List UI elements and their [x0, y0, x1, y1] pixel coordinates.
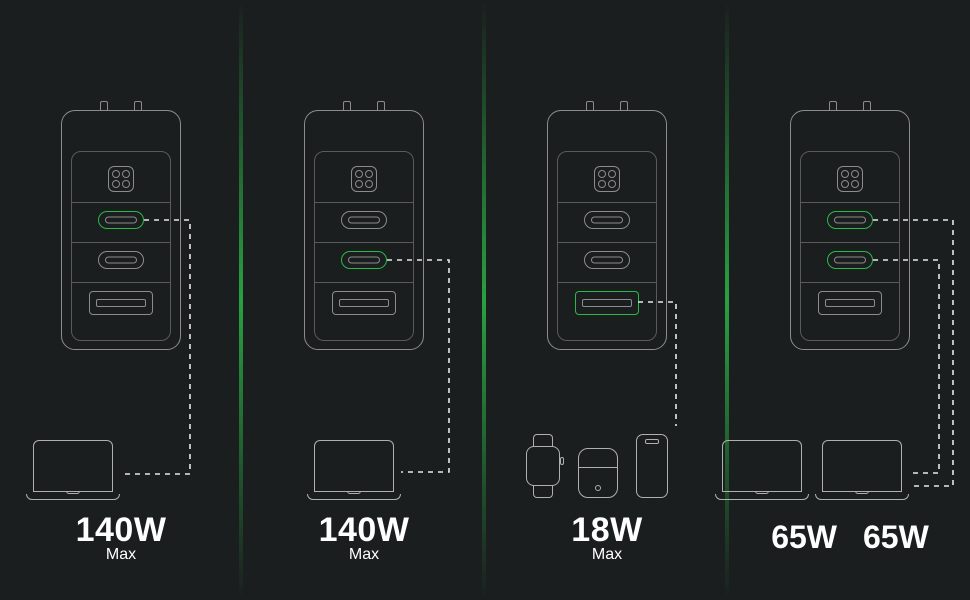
usba-port	[818, 291, 882, 315]
prong-icon	[586, 101, 594, 111]
logo-badge-icon	[594, 166, 620, 192]
charger-outline	[304, 110, 424, 350]
usbc-port-1	[341, 211, 387, 229]
logo-badge-icon	[837, 166, 863, 192]
usbc-port-1	[827, 211, 873, 229]
watt-value: 65W	[863, 519, 929, 556]
prong-icon	[134, 101, 142, 111]
panel-1: 140W Max	[0, 0, 242, 600]
panel-2: 140W Max	[243, 0, 485, 600]
usbc-port-2	[827, 251, 873, 269]
wattage-label: 140W Max	[76, 511, 167, 564]
airpods-icon	[578, 448, 618, 498]
prong-icon	[343, 101, 351, 111]
charger-outline	[61, 110, 181, 350]
usbc-port-2	[98, 251, 144, 269]
usbc-port-2	[341, 251, 387, 269]
logo-badge-icon	[108, 166, 134, 192]
wattage-label: 65W 65W	[771, 519, 929, 556]
laptop-icon	[26, 440, 120, 500]
watt-value: 65W	[771, 519, 837, 556]
charger-outline	[547, 110, 667, 350]
charger-outline	[790, 110, 910, 350]
prong-icon	[620, 101, 628, 111]
usbc-port-2	[584, 251, 630, 269]
laptop-icon	[815, 440, 909, 500]
watt-value: 140W	[319, 511, 410, 550]
watch-icon	[526, 434, 560, 498]
panel-4: 65W 65W	[729, 0, 970, 600]
panel-3: 18W Max	[486, 0, 728, 600]
prong-icon	[863, 101, 871, 111]
logo-badge-icon	[351, 166, 377, 192]
prong-icon	[100, 101, 108, 111]
prong-icon	[829, 101, 837, 111]
watt-value: 140W	[76, 511, 167, 550]
usba-port	[332, 291, 396, 315]
prong-icon	[377, 101, 385, 111]
wattage-label: 18W Max	[571, 511, 642, 564]
watt-value: 18W	[571, 511, 642, 550]
laptop-icon	[715, 440, 809, 500]
usbc-port-1	[584, 211, 630, 229]
phone-icon	[636, 434, 668, 498]
wattage-label: 140W Max	[319, 511, 410, 564]
usbc-port-1	[98, 211, 144, 229]
usba-port	[575, 291, 639, 315]
usba-port	[89, 291, 153, 315]
laptop-icon	[307, 440, 401, 500]
